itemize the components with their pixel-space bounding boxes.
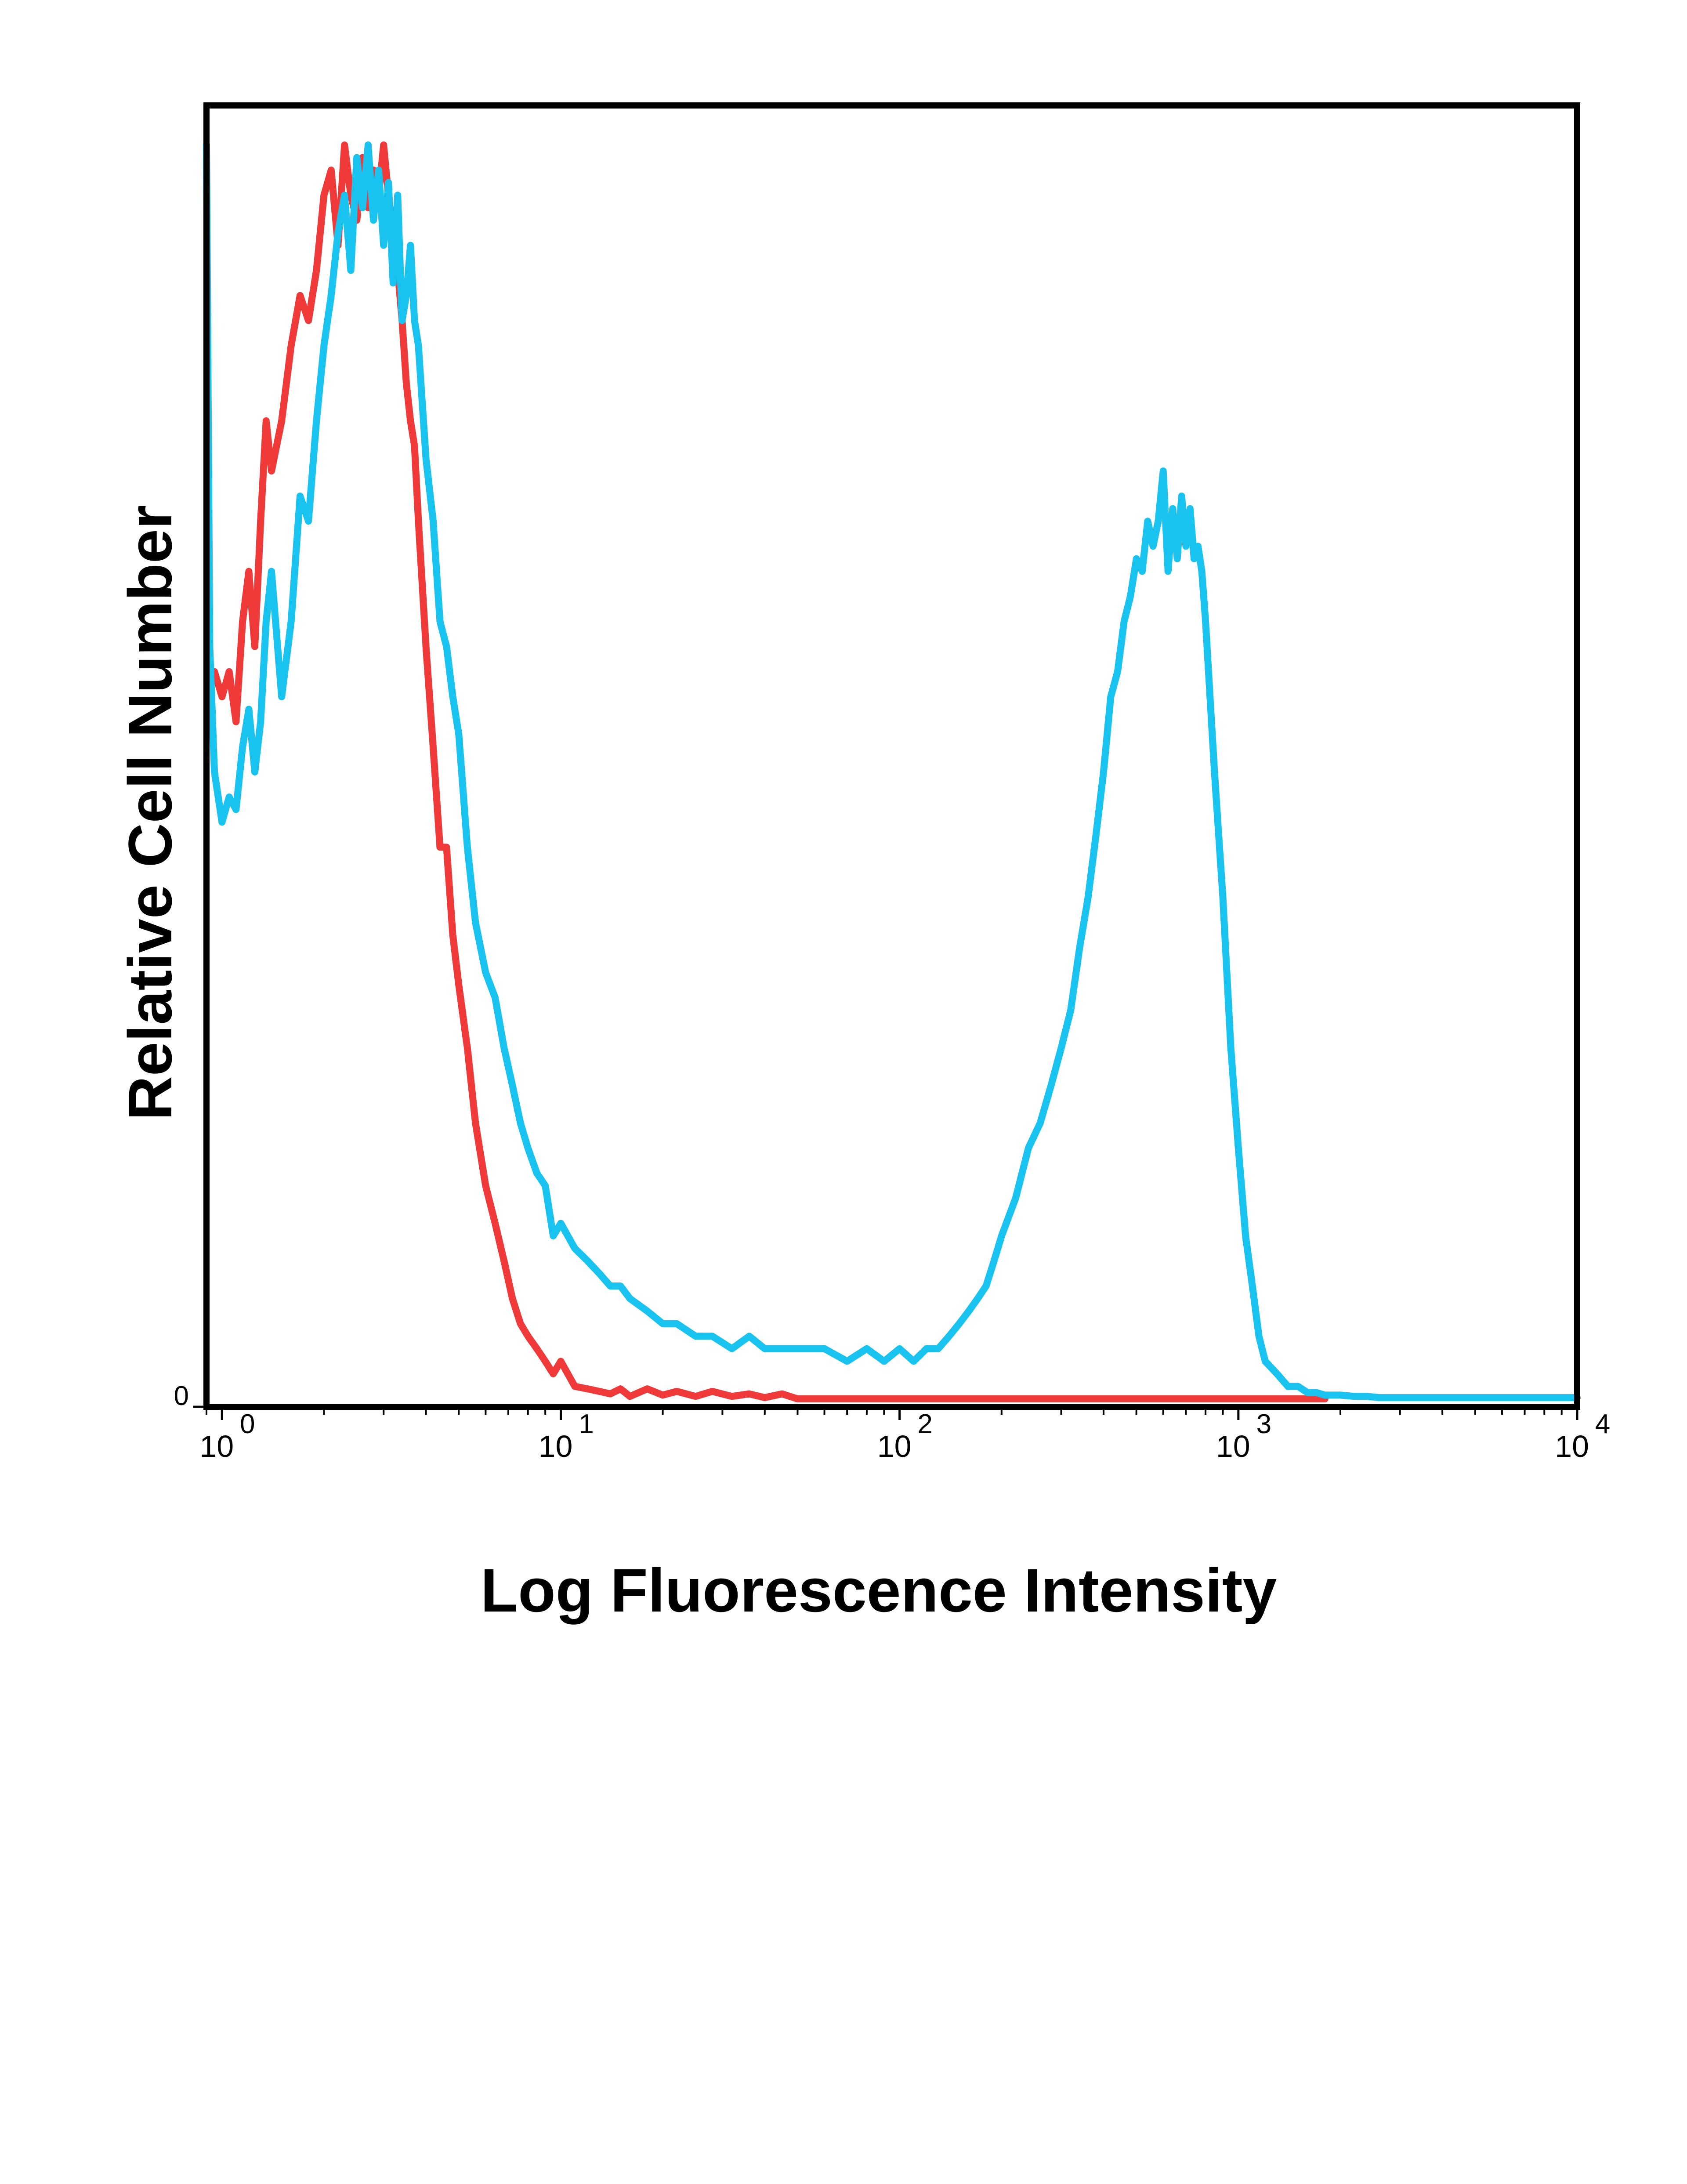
series-layer [203,141,1581,1402]
x-tick-label-exp: 1 [579,1409,594,1439]
x-tick-label-exp: 0 [240,1409,255,1439]
x-tick-label-base: 10 [1216,1429,1250,1463]
x-tick-label-exp: 4 [1595,1409,1610,1439]
series-line-stained [203,141,1581,1402]
series-line-control [211,141,1329,1402]
y-axis-title: Relative Cell Number [116,505,185,1120]
plot-frame [203,102,1580,1410]
x-axis-title: Log Fluorescence Intensity [481,1556,1277,1625]
x-tick-label-base: 10 [199,1429,234,1463]
x-tick-label-exp: 3 [1256,1409,1271,1439]
x-tick-label-base: 10 [877,1429,912,1463]
x-tick-label-exp: 2 [917,1409,932,1439]
x-tick-label-base: 10 [539,1429,573,1463]
y-tick-label: 0 [174,1381,189,1411]
x-tick-label-base: 10 [1555,1429,1589,1463]
